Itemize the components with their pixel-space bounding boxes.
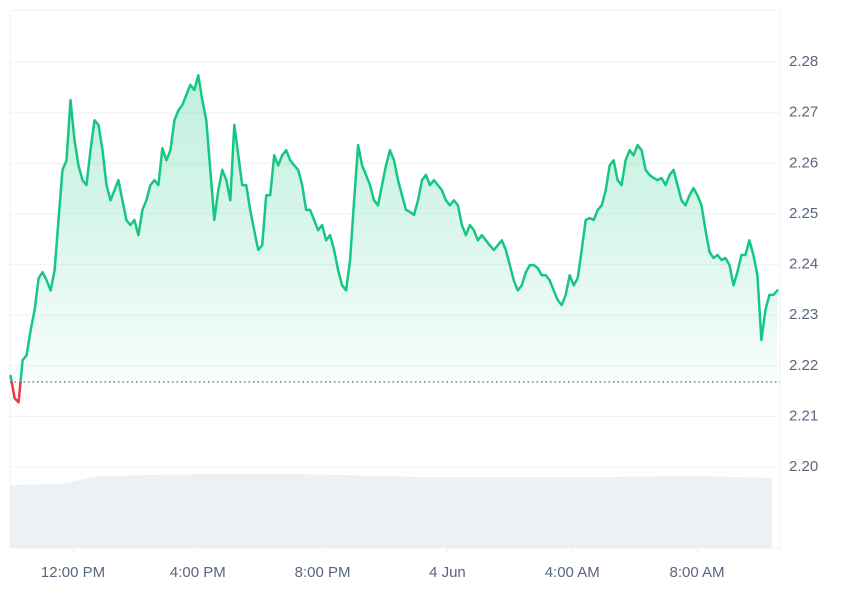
y-tick-label: 2.23 [789,306,818,323]
y-tick-label: 2.20 [789,458,818,475]
y-tick-label: 2.24 [789,256,818,273]
volume-band [10,474,772,548]
x-tick-label: 4 Jun [429,564,466,581]
layer: 2.20 2.21 2.22 2.23 2.24 2.25 2.26 2.27 2.28 12:0… [9,53,818,581]
x-tick-label: 8:00 PM [295,564,351,581]
y-tick-label: 2.28 [789,53,818,70]
y-tick-label: 2.26 [789,154,818,171]
y-tick-label: 2.27 [789,104,818,121]
y-tick-label: 2.21 [789,407,818,424]
price-area [10,75,778,403]
y-tick-label: 2.22 [789,357,818,374]
y-tick-label: 2.25 [789,205,818,222]
x-tick-label: 12:00 PM [41,564,105,581]
x-tick-label: 4:00 AM [545,564,600,581]
x-tick-label: 4:00 PM [170,564,226,581]
x-tick-label: 8:00 AM [669,564,724,581]
price-line [9,74,779,404]
